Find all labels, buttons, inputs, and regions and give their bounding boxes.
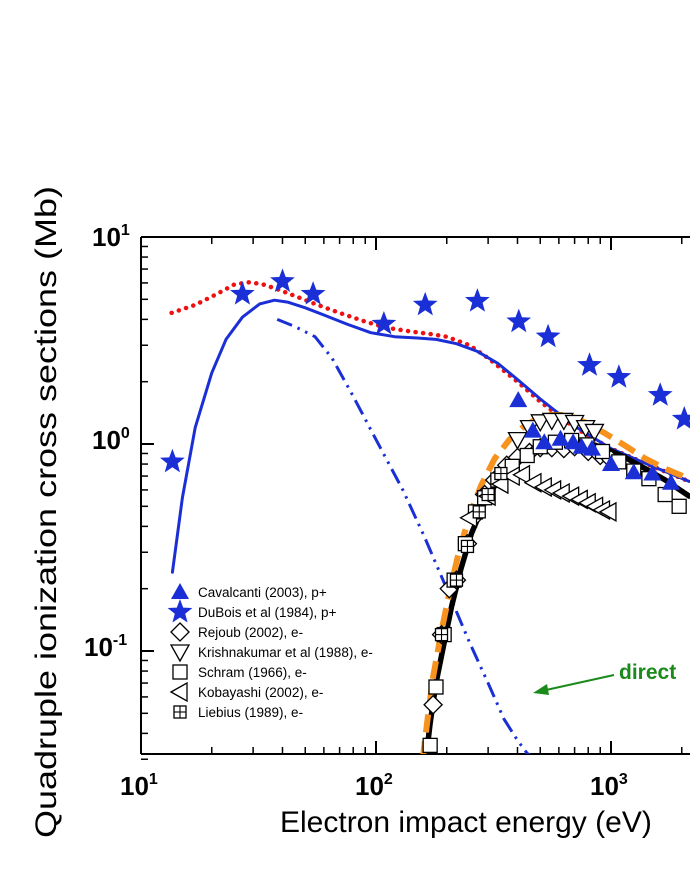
legend-symbol-0 bbox=[171, 583, 189, 599]
legend-label-rejoub: Rejoub (2002), e- bbox=[198, 625, 303, 640]
marker-square-plus-open bbox=[481, 487, 495, 502]
marker-triangle-up-filled bbox=[551, 429, 570, 446]
legend-symbol-2 bbox=[170, 622, 190, 642]
marker-star-filled bbox=[371, 311, 397, 335]
legend-label-cavalcanti: Cavalcanti (2003), p+ bbox=[198, 585, 327, 600]
marker-square-open bbox=[422, 737, 438, 754]
legend bbox=[167, 583, 193, 719]
marker-star-filled bbox=[160, 448, 185, 473]
marker-star-filled bbox=[535, 323, 561, 348]
marker-star-filled bbox=[300, 281, 326, 305]
curve-direct bbox=[276, 318, 531, 754]
direct-label: direct bbox=[619, 661, 676, 684]
marker-triangle-up-filled bbox=[535, 433, 554, 450]
marker-triangle-up-filled bbox=[643, 464, 662, 481]
y-axis-title: Quadruple ionization cross sections (Mb) bbox=[30, 186, 63, 838]
y-tick-label-2: 100 bbox=[92, 425, 130, 455]
legend-label-schram: Schram (1966), e- bbox=[198, 665, 307, 680]
legend-symbol-6 bbox=[173, 705, 187, 719]
marker-star-filled bbox=[606, 364, 632, 388]
x-tick-label-1: 101 bbox=[120, 771, 158, 801]
marker-triangle-up-filled bbox=[602, 455, 620, 472]
marker-star-filled bbox=[647, 382, 673, 406]
x-tick-label-2: 102 bbox=[355, 771, 393, 801]
legend-label-dubois: DuBois et al (1984), p+ bbox=[198, 605, 337, 620]
marker-triangle-up-filled bbox=[509, 391, 528, 408]
marker-triangle-down-open bbox=[541, 412, 562, 431]
direct-arrow-head bbox=[533, 684, 549, 695]
marker-triangle-up-filled bbox=[572, 437, 591, 454]
axis-ticks bbox=[140, 236, 683, 760]
markers bbox=[160, 268, 690, 754]
marker-star-filled bbox=[270, 268, 295, 292]
marker-square-plus-open bbox=[449, 573, 464, 587]
marker-star-filled bbox=[506, 308, 532, 333]
x-tick-label-3: 103 bbox=[590, 771, 628, 801]
marker-star-filled bbox=[230, 281, 255, 305]
marker-square-plus-open bbox=[434, 627, 449, 642]
marker-triangle-down-open bbox=[530, 414, 551, 433]
curve-orange-dashed bbox=[420, 412, 690, 754]
marker-triangle-up-filled bbox=[624, 463, 643, 480]
marker-square-plus-open bbox=[472, 505, 486, 519]
marker-triangle-up-filled bbox=[582, 439, 601, 456]
marker-square-open bbox=[428, 679, 444, 695]
marker-triangle-left-open bbox=[598, 501, 617, 522]
y-tick-label-3: 101 bbox=[92, 222, 130, 252]
marker-triangle-down-open bbox=[507, 431, 528, 450]
plot-area bbox=[160, 268, 690, 754]
marker-square-open bbox=[519, 447, 535, 464]
legend-symbol-4 bbox=[172, 664, 188, 680]
marker-square-plus-open bbox=[494, 466, 508, 481]
marker-triangle-down-open bbox=[584, 423, 605, 442]
legend-symbol-5 bbox=[169, 681, 188, 703]
marker-star-filled bbox=[577, 352, 602, 376]
legend-label-liebius: Liebius (1989), e- bbox=[198, 705, 303, 720]
marker-diamond-open bbox=[423, 694, 444, 715]
curve-solid-blue bbox=[170, 298, 690, 574]
y-tick-label-1: 10-1 bbox=[84, 632, 127, 662]
marker-star-filled bbox=[412, 291, 438, 316]
x-axis-title: Electron impact energy (eV) bbox=[280, 806, 652, 839]
legend-label-krishnakumar: Krishnakumar et al (1988), e- bbox=[198, 645, 373, 660]
legend-label-kobayashi: Kobayashi (2002), e- bbox=[198, 685, 323, 700]
legend-symbol-1 bbox=[167, 599, 193, 623]
marker-triangle-left-open bbox=[512, 464, 531, 485]
marker-star-filled bbox=[465, 288, 490, 312]
marker-square-plus-open bbox=[460, 539, 475, 554]
direct-arrow-line bbox=[545, 674, 615, 691]
marker-square-open bbox=[671, 498, 687, 514]
marker-triangle-up-filled bbox=[523, 421, 542, 438]
marker-star-filled bbox=[671, 406, 690, 430]
marker-triangle-up-filled bbox=[661, 473, 680, 490]
legend-symbol-3 bbox=[169, 644, 191, 663]
